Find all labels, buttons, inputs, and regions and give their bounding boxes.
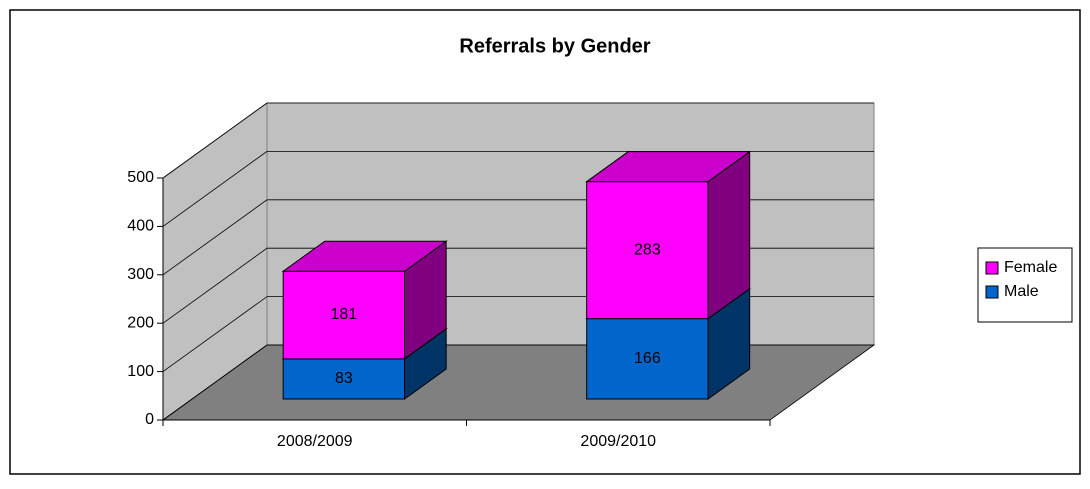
data-label: 166	[634, 350, 661, 367]
data-label: 83	[335, 370, 353, 387]
bar-top	[281, 240, 448, 272]
legend-label: Female	[1004, 259, 1057, 276]
legend-box	[977, 247, 1073, 323]
legend-label: Male	[1004, 283, 1039, 300]
floor	[161, 344, 876, 421]
data-label: 181	[331, 306, 358, 323]
legend-swatch	[985, 261, 999, 275]
y-tick-label: 100	[127, 363, 154, 380]
legend-swatch	[985, 285, 999, 299]
grid-line	[162, 102, 874, 179]
y-tick-label: 400	[127, 218, 154, 235]
x-tick-label: 2008/2009	[277, 433, 353, 450]
bar-segment	[281, 240, 448, 360]
chart-title: Referrals by Gender	[459, 35, 650, 57]
bar-top	[585, 151, 752, 183]
bar-segment	[585, 150, 752, 320]
y-tick-label: 0	[145, 411, 154, 428]
x-tick-label: 2009/2010	[580, 433, 656, 450]
y-tick-label: 500	[127, 169, 154, 186]
data-label: 283	[634, 241, 661, 258]
y-tick-label: 200	[127, 314, 154, 331]
y-tick-label: 300	[127, 266, 154, 283]
